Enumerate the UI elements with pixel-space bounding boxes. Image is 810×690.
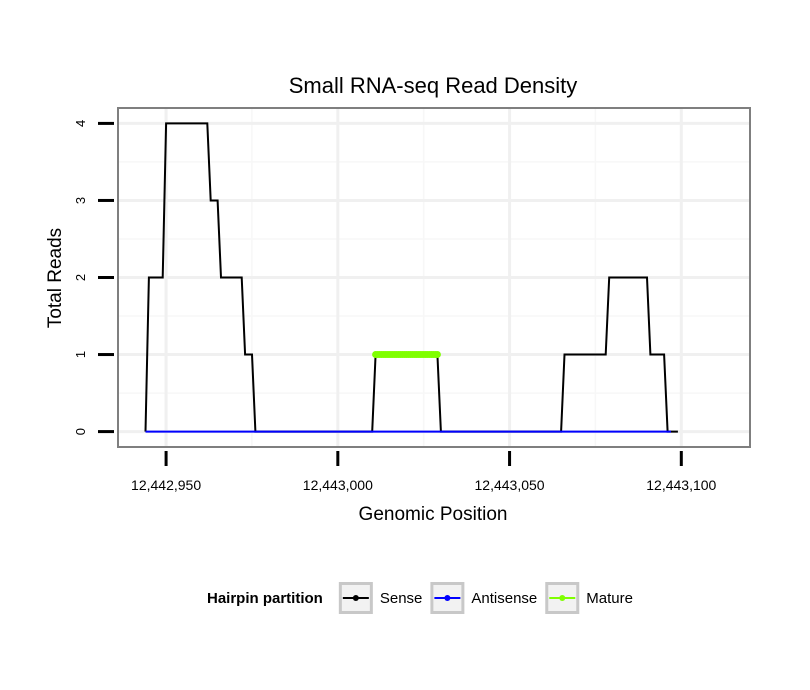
- legend-item-antisense: Antisense: [430, 582, 537, 614]
- y-tick-label: 4: [73, 120, 88, 127]
- y-tick-label: 3: [73, 197, 88, 204]
- legend-title: Hairpin partition: [207, 590, 323, 607]
- x-tick-label: 12,443,100: [646, 477, 716, 493]
- series-layer: [144, 122, 678, 433]
- mature-point: [433, 351, 441, 358]
- x-tick-label: 12,443,000: [303, 477, 373, 493]
- legend: Hairpin partition Sense Antisense Mature: [207, 582, 633, 614]
- chart-title: Small RNA-seq Read Density: [289, 73, 578, 98]
- x-axis: 12,442,950 12,443,000 12,443,050 12,443,100: [131, 451, 717, 493]
- y-axis: 0 1 2 3 4: [73, 120, 114, 435]
- legend-label: Sense: [380, 590, 423, 607]
- legend-key-point: [352, 595, 359, 601]
- y-tick-label: 2: [73, 274, 88, 281]
- y-axis-label: Total Reads: [45, 228, 66, 328]
- x-tick-label: 12,442,950: [131, 477, 201, 493]
- x-axis-label: Genomic Position: [359, 504, 508, 525]
- legend-item-sense: Sense: [338, 582, 423, 614]
- y-tick-label: 0: [73, 428, 88, 435]
- legend-label: Mature: [586, 590, 633, 607]
- legend-key-point: [444, 595, 451, 601]
- legend-key-point: [559, 595, 566, 601]
- plot-frame: [117, 107, 751, 448]
- x-tick-label: 12,443,050: [475, 477, 545, 493]
- legend-item-mature: Mature: [545, 582, 633, 614]
- y-tick-label: 1: [73, 351, 88, 358]
- legend-label: Antisense: [471, 590, 537, 607]
